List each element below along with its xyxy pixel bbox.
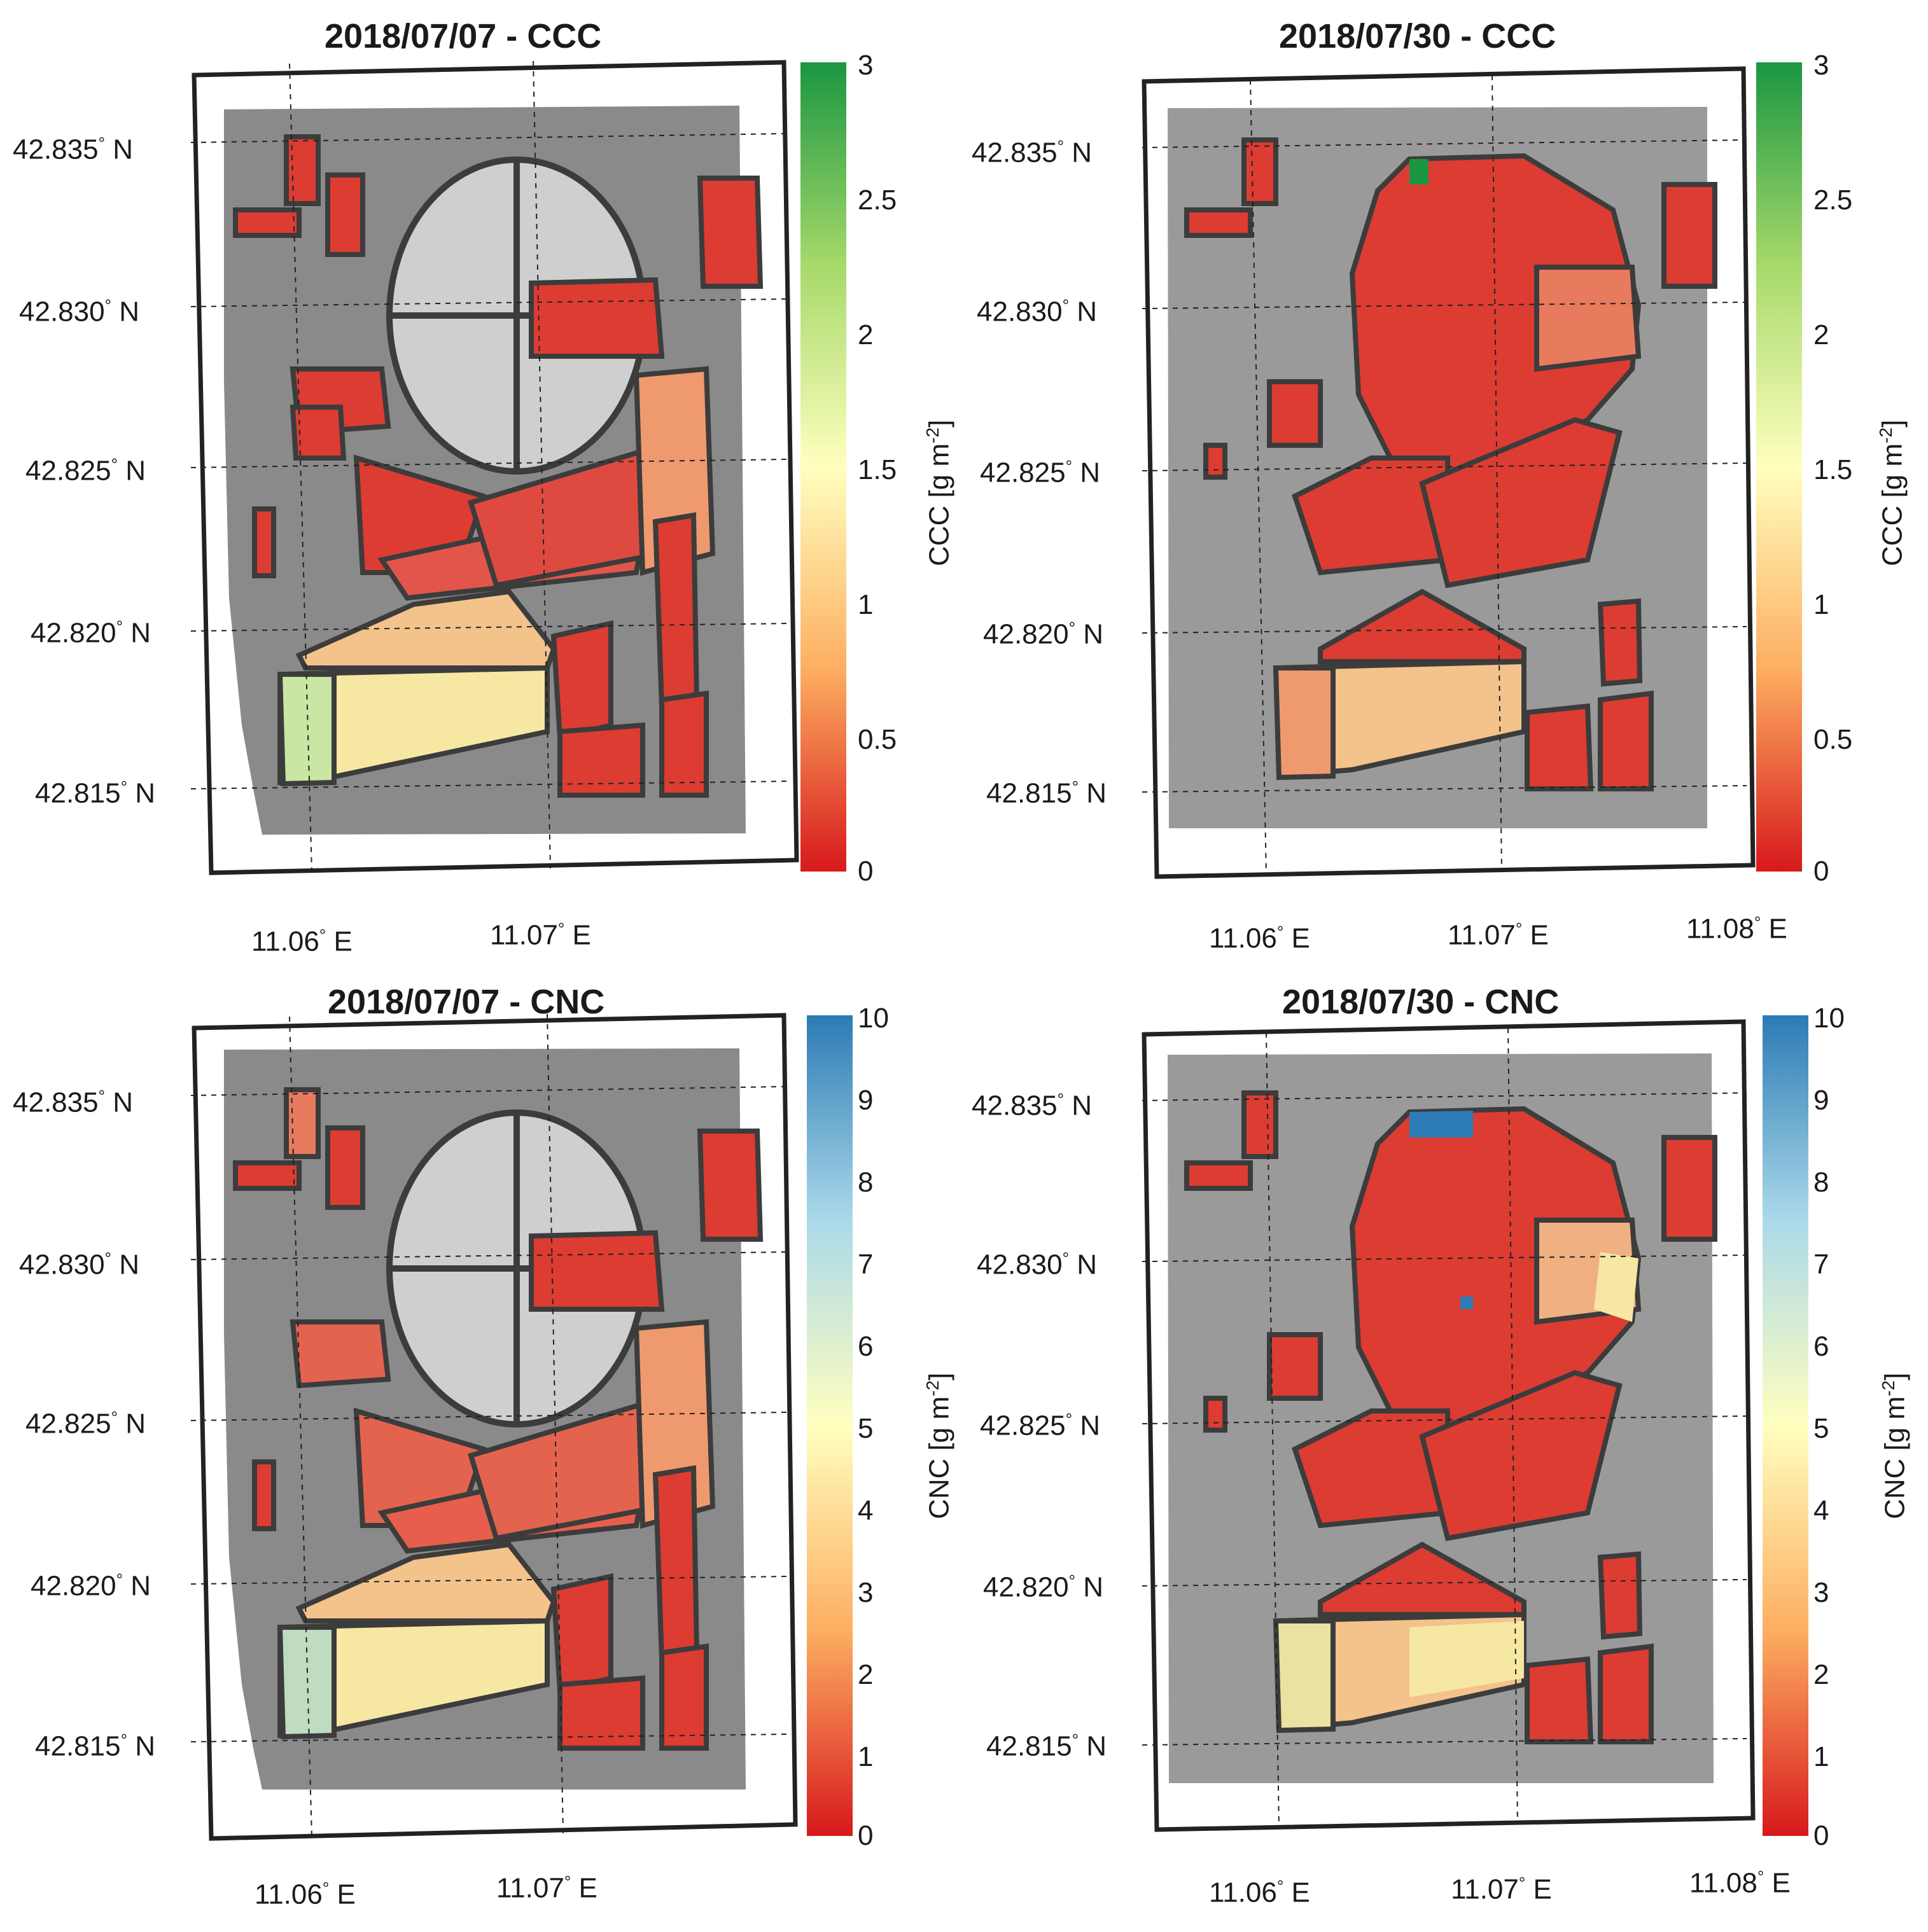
lon-label: 11.06° E [1209, 1877, 1310, 1908]
panel-ccc-0730: 2018/07/30 - CCC [964, 0, 1928, 966]
lon-label: 11.06° E [251, 926, 353, 957]
colorbar-tick: 1 [1813, 1741, 1829, 1772]
colorbar-tick: 5 [858, 1413, 874, 1444]
colorbar-tick: 6 [1813, 1331, 1829, 1362]
lat-label: 42.830° N [19, 1249, 139, 1281]
colorbar-tick: 2.5 [1813, 184, 1853, 216]
colorbar-tick: 1 [858, 589, 874, 620]
colorbar-tick: 3 [858, 50, 874, 81]
colorbar [807, 1015, 853, 1836]
colorbar-tick: 1.5 [858, 454, 897, 485]
colorbar [800, 62, 846, 872]
panel-cnc-0730: 2018/07/30 - CNC [964, 966, 1928, 1931]
colorbar-tick: 8 [1813, 1167, 1829, 1198]
map-canvas [1142, 1019, 1756, 1832]
colorbar-tick: 0 [1813, 856, 1829, 887]
colorbar-tick: 1 [1813, 589, 1829, 620]
lon-label: 11.06° E [1209, 922, 1310, 954]
panel-title: 2018/07/30 - CNC [1282, 983, 1560, 1021]
colorbar-tick: 4 [1813, 1495, 1829, 1526]
panel-title: 2018/07/30 - CCC [1279, 17, 1556, 55]
colorbar-tick: 9 [858, 1085, 874, 1116]
colorbar-tick: 0 [1813, 1820, 1829, 1851]
panel-title: 2018/07/07 - CNC [328, 983, 605, 1021]
lat-label: 42.835° N [972, 137, 1092, 169]
panel-title: 2018/07/07 - CCC [325, 17, 602, 55]
colorbar-tick: 10 [858, 1003, 889, 1034]
map-canvas [1142, 66, 1756, 879]
colorbar-label: CNC [g m-2] [1878, 1372, 1911, 1519]
colorbar-tick: 4 [858, 1495, 874, 1526]
colorbar-label: CNC [g m-2] [923, 1372, 955, 1519]
lon-label: 11.07° E [1448, 919, 1549, 951]
lat-label: 42.835° N [13, 1087, 133, 1118]
map-canvas [190, 60, 799, 875]
colorbar-tick: 0.5 [1813, 724, 1853, 755]
lat-label: 42.825° N [25, 455, 146, 487]
lon-label: 11.08° E [1686, 913, 1787, 945]
colorbar-tick: 6 [858, 1331, 874, 1362]
field-polygons [233, 1087, 764, 1751]
colorbar-tick: 3 [1813, 1577, 1829, 1608]
lat-label: 42.820° N [31, 617, 151, 649]
colorbar-tick: 0 [858, 1820, 874, 1851]
lat-label: 42.820° N [983, 1571, 1103, 1603]
colorbar-tick: 7 [858, 1249, 874, 1280]
lat-label: 42.830° N [977, 1249, 1097, 1281]
colorbar-tick: 2.5 [858, 184, 897, 216]
lat-label: 42.825° N [980, 457, 1100, 489]
lat-label: 42.815° N [986, 777, 1107, 809]
panel-cnc-0707: 2018/07/07 - CNC [0, 966, 964, 1931]
colorbar-tick: 0.5 [858, 724, 897, 755]
lon-label: 11.08° E [1689, 1867, 1791, 1899]
colorbar-tick: 0 [858, 856, 874, 887]
lat-label: 42.835° N [972, 1090, 1092, 1122]
lat-label: 42.825° N [980, 1410, 1100, 1442]
panel-ccc-0707: 2018/07/07 - CCC [0, 0, 964, 966]
lat-label: 42.830° N [977, 296, 1097, 328]
field-polygons [1184, 1090, 1717, 1744]
lat-label: 42.825° N [25, 1408, 146, 1440]
lat-label: 42.815° N [986, 1730, 1107, 1762]
colorbar-label: CCC [g m-2] [923, 419, 955, 566]
colorbar-tick: 2 [858, 319, 874, 351]
colorbar-tick: 5 [1813, 1413, 1829, 1444]
colorbar-tick: 10 [1813, 1003, 1845, 1034]
colorbar-label: CCC [g m-2] [1876, 419, 1908, 566]
field-polygons [233, 134, 764, 798]
lat-label: 42.835° N [13, 134, 133, 165]
colorbar-tick: 9 [1813, 1085, 1829, 1116]
colorbar-tick: 8 [858, 1167, 874, 1198]
lon-label: 11.07° E [1451, 1873, 1552, 1905]
colorbar-tick: 2 [1813, 319, 1829, 351]
lat-label: 42.815° N [35, 1730, 155, 1762]
colorbar [1756, 62, 1802, 872]
map-canvas [190, 1013, 798, 1841]
colorbar [1763, 1015, 1808, 1836]
lat-label: 42.820° N [983, 618, 1103, 650]
colorbar-tick: 7 [1813, 1249, 1829, 1280]
colorbar-tick: 3 [1813, 50, 1829, 81]
lon-label: 11.07° E [496, 1872, 597, 1904]
colorbar-tick: 2 [858, 1659, 874, 1690]
lat-label: 42.815° N [35, 777, 155, 809]
colorbar-tick: 1.5 [1813, 454, 1853, 485]
colorbar-tick: 1 [858, 1741, 874, 1772]
lon-label: 11.06° E [255, 1879, 356, 1910]
colorbar-tick: 2 [1813, 1659, 1829, 1690]
lat-label: 42.820° N [31, 1570, 151, 1602]
colorbar-tick: 3 [858, 1577, 874, 1608]
lon-label: 11.07° E [490, 919, 591, 951]
lat-label: 42.830° N [19, 296, 139, 328]
